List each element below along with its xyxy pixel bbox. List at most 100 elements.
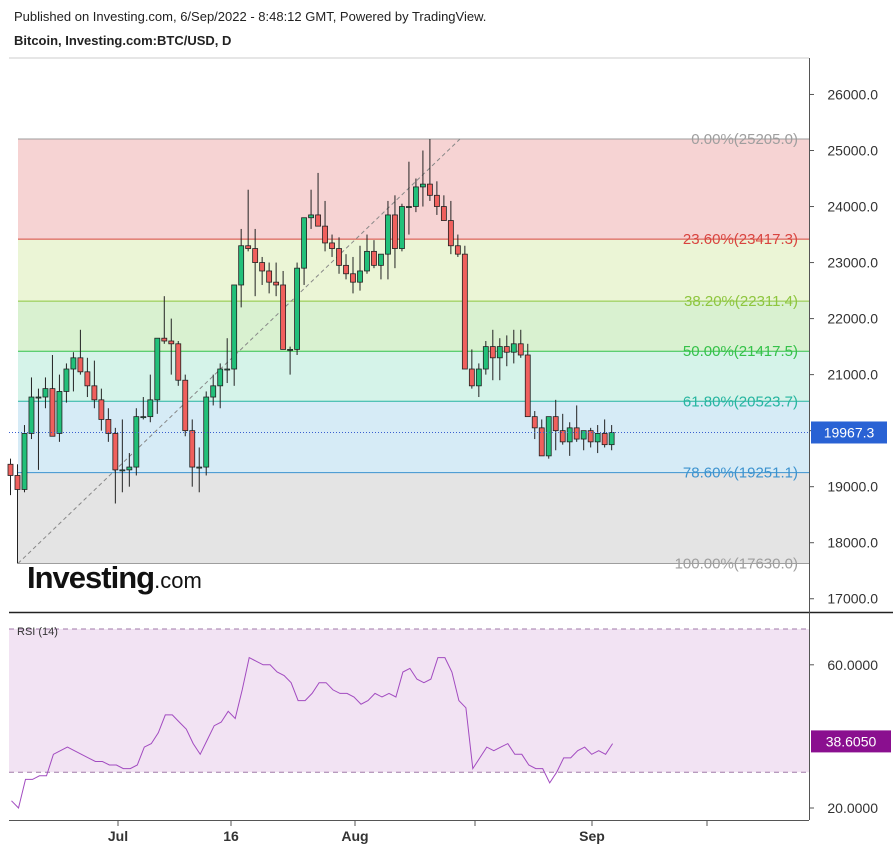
candle-body — [252, 248, 259, 263]
candle-body — [336, 248, 342, 266]
candle — [112, 427, 119, 504]
price-tick-label: 25000.0 — [827, 143, 878, 159]
candle-body — [503, 346, 510, 353]
candle — [364, 234, 370, 274]
candle — [503, 335, 510, 367]
time-axis: Jul 16 Aug Sep — [108, 820, 708, 844]
candle — [406, 161, 412, 235]
candle — [538, 419, 545, 457]
candle — [573, 405, 580, 442]
candle — [105, 408, 112, 442]
candle — [357, 245, 363, 291]
candle — [594, 425, 601, 454]
candle — [447, 200, 454, 255]
candle-body — [594, 433, 601, 443]
candle — [510, 329, 517, 364]
candle-body — [98, 399, 105, 420]
candle-body — [580, 430, 587, 440]
time-tick-label: Jul — [108, 828, 128, 844]
candle — [315, 172, 321, 227]
candle — [91, 360, 98, 409]
candle — [454, 234, 461, 257]
candle — [301, 217, 307, 285]
rsi-value-badge — [811, 730, 891, 753]
candle-body — [63, 368, 70, 392]
candle-body — [133, 416, 140, 468]
candle — [210, 374, 217, 406]
candle-body — [147, 399, 154, 418]
candle-body — [189, 430, 196, 468]
investing-logo: Investing.com — [27, 560, 202, 596]
logo-brand: Investing — [27, 560, 155, 595]
candle-body — [420, 183, 426, 188]
candle — [545, 416, 552, 459]
candle — [482, 341, 489, 375]
candle-body — [210, 385, 217, 398]
candle — [559, 413, 566, 445]
candle — [119, 419, 126, 493]
symbol-title: Bitcoin, Investing.com:BTC/USD, D — [14, 33, 232, 48]
candle — [154, 337, 161, 414]
candle-body — [56, 391, 63, 434]
candle — [413, 178, 419, 213]
fib-zone — [18, 239, 809, 302]
candle-body — [280, 284, 287, 350]
candle — [77, 329, 84, 375]
price-axis: 26000.0 25000.0 24000.0 23000.0 22000.0 21000… — [809, 86, 878, 607]
candle — [28, 377, 35, 440]
candle-body — [468, 368, 475, 387]
candle-body — [601, 433, 608, 446]
price-tick-label: 26000.0 — [827, 86, 878, 102]
candle — [552, 399, 559, 451]
candle-body — [140, 416, 147, 419]
price-tick-label: 17000.0 — [827, 591, 878, 607]
candle — [322, 200, 328, 252]
candle-body — [301, 217, 307, 269]
candlestick-series — [7, 139, 615, 564]
candle — [252, 228, 259, 297]
candle-body — [322, 225, 328, 244]
candle-body — [496, 346, 503, 359]
candle — [475, 363, 482, 398]
fib-level-label: 38.20%(22311.4) — [684, 293, 798, 310]
candle — [98, 388, 105, 431]
candle-body — [70, 357, 77, 370]
fib-level-label: 23.60%(23417.3) — [683, 231, 798, 248]
candle-body — [524, 354, 531, 418]
candle — [580, 430, 587, 451]
candle — [426, 139, 433, 201]
candle-body — [203, 396, 210, 468]
candle — [385, 200, 391, 280]
candle — [84, 357, 91, 398]
candle — [35, 388, 42, 470]
candle — [63, 363, 70, 403]
candle — [371, 240, 377, 269]
logo-suffix: .com — [154, 568, 202, 593]
candle-body — [406, 206, 412, 208]
candle — [531, 411, 538, 440]
candle-body — [105, 419, 112, 434]
candle-body — [357, 270, 363, 283]
time-tick-label: 16 — [223, 828, 239, 844]
fibonacci-zones — [18, 139, 809, 564]
candle — [468, 349, 475, 389]
candle-body — [112, 433, 119, 471]
candle-body — [413, 186, 419, 207]
candle-body — [245, 245, 252, 249]
candle — [336, 237, 342, 274]
candle — [14, 464, 21, 564]
fibonacci-labels: 0.00%(25205.0) 23.60%(23417.3) 38.20%(2231… — [675, 131, 798, 572]
fib-level-label: 0.00%(25205.0) — [691, 131, 798, 148]
candle-body — [266, 270, 273, 283]
candle-body — [273, 281, 280, 286]
last-price-badge — [811, 421, 887, 444]
candle-body — [329, 242, 335, 249]
candle — [245, 189, 252, 252]
candle-body — [315, 214, 321, 227]
candle-body — [517, 343, 524, 356]
candle-body — [371, 250, 377, 266]
candle-body — [385, 214, 391, 255]
candle-body — [559, 430, 566, 443]
candle-body — [482, 346, 489, 370]
candle-body — [350, 273, 356, 283]
